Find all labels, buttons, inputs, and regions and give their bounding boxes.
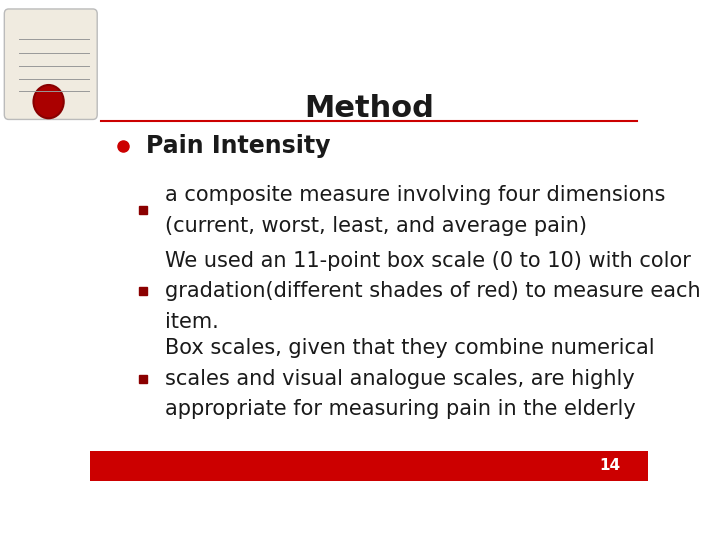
FancyBboxPatch shape [4, 9, 97, 119]
FancyBboxPatch shape [90, 451, 648, 481]
Text: Pain Intensity: Pain Intensity [145, 134, 330, 158]
Circle shape [34, 85, 63, 118]
Text: Method: Method [304, 94, 434, 123]
Text: a composite measure involving four dimensions
(current, worst, least, and averag: a composite measure involving four dimen… [166, 185, 666, 235]
Text: 14: 14 [599, 458, 620, 473]
Text: Box scales, given that they combine numerical
scales and visual analogue scales,: Box scales, given that they combine nume… [166, 339, 655, 419]
Text: We used an 11-point box scale (0 to 10) with color
gradation(different shades of: We used an 11-point box scale (0 to 10) … [166, 251, 701, 332]
